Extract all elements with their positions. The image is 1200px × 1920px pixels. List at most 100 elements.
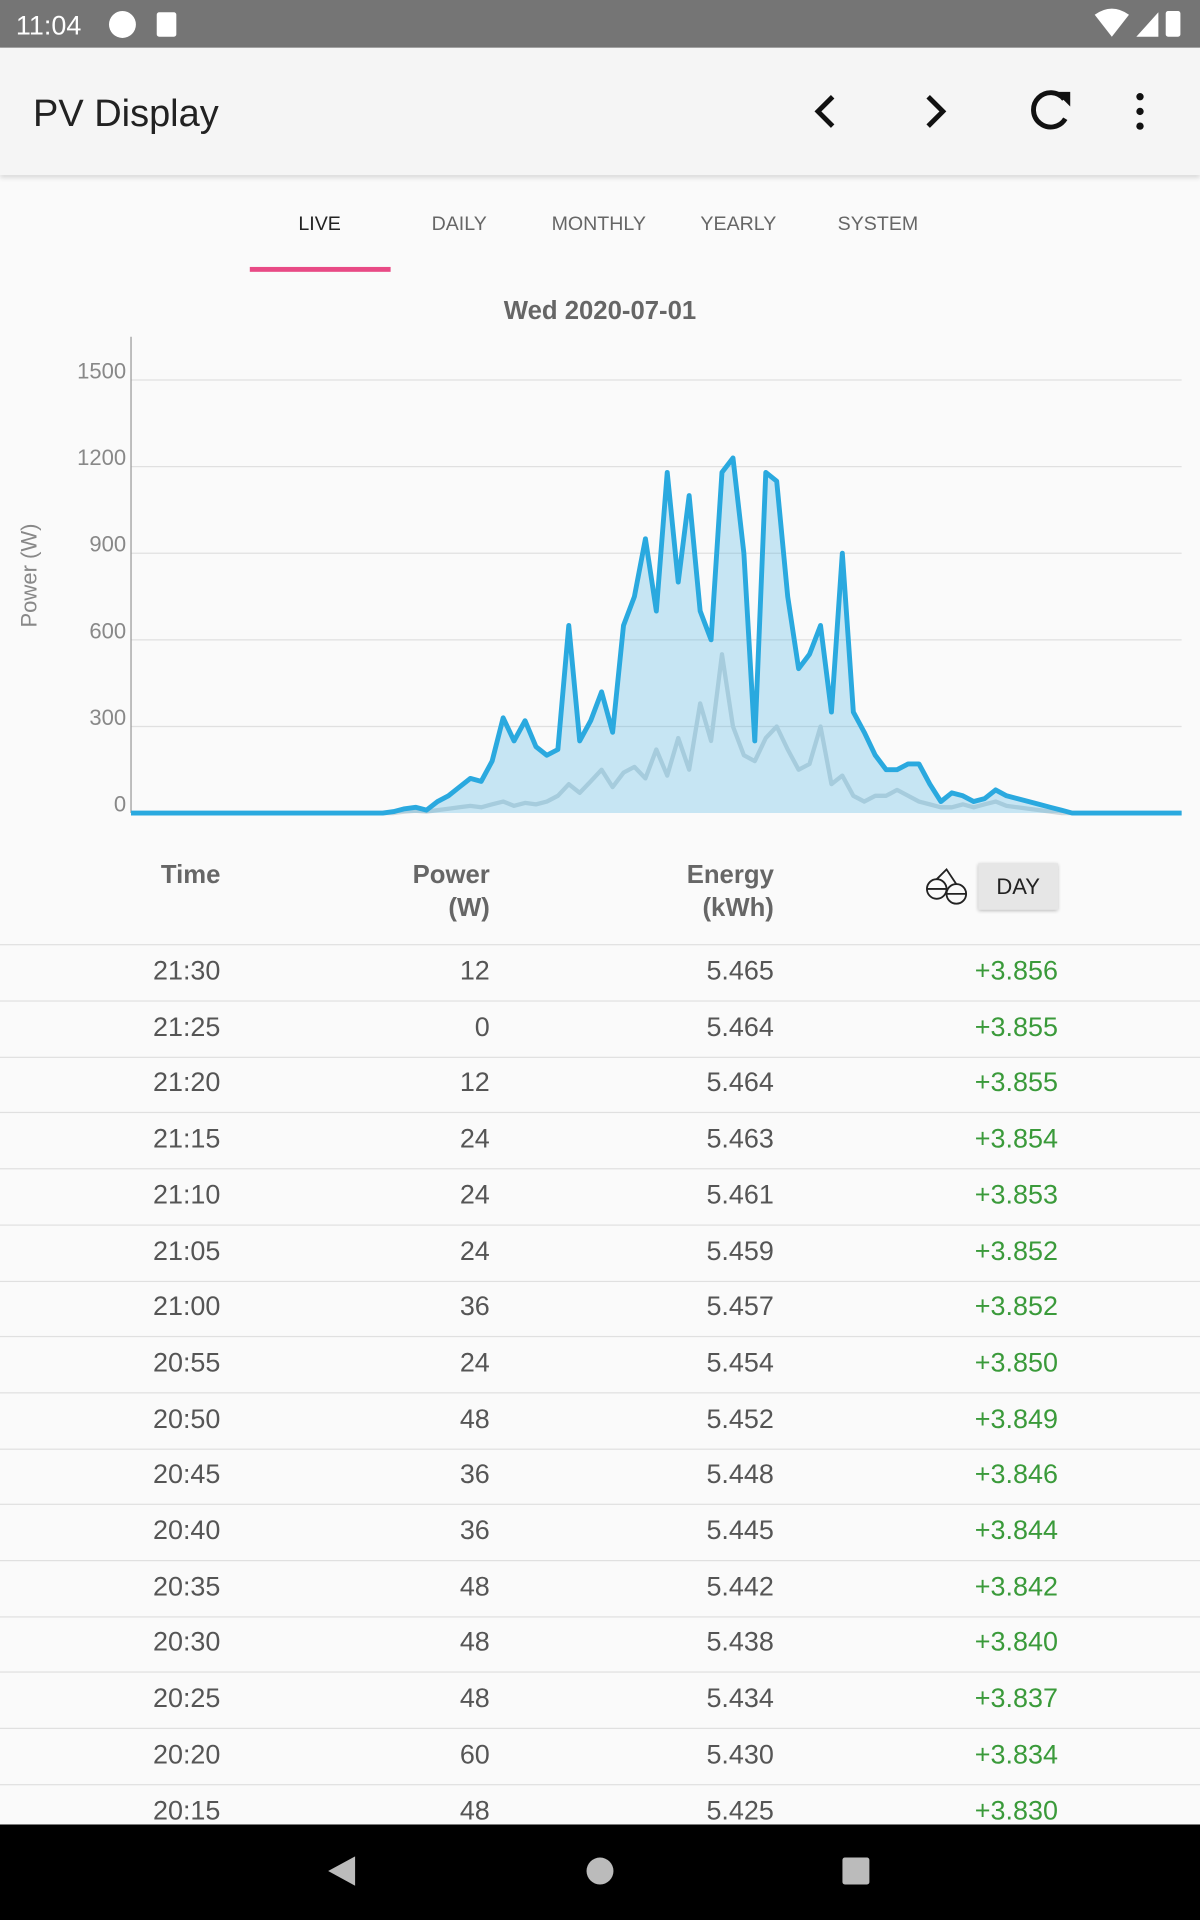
cell: +3.844: [974, 1514, 1058, 1546]
toolbar-icons: [814, 90, 1144, 130]
divider: [0, 1783, 1200, 1786]
cell: 60: [459, 1738, 490, 1770]
cell: +3.852: [974, 1290, 1058, 1322]
chart-title: Wed 2020-07-01: [504, 297, 696, 325]
cell: 5.430: [706, 1738, 774, 1770]
cell: 21:00: [152, 1290, 221, 1322]
cell: 21:25: [152, 1011, 221, 1042]
cell: 20:55: [152, 1346, 221, 1378]
cell: 24: [459, 1234, 490, 1266]
tab[interactable]: DAILY: [431, 214, 487, 236]
cell: +3.837: [974, 1682, 1058, 1714]
cell: 21:15: [152, 1122, 221, 1154]
divider: [0, 1280, 1200, 1282]
cell: 12: [459, 1067, 490, 1098]
cell: 20:20: [152, 1738, 221, 1770]
home[interactable]: [586, 1857, 614, 1885]
column-header: Power (W): [412, 860, 490, 923]
cell: 5.452: [706, 1402, 774, 1434]
divider: [0, 1000, 1200, 1002]
divider: [0, 1560, 1200, 1562]
y-tick-label: 300: [89, 705, 126, 730]
cell: 21:30: [152, 955, 221, 986]
tab[interactable]: SYSTEM: [837, 214, 919, 236]
divider: [0, 1168, 1200, 1170]
cell: +3.846: [974, 1458, 1058, 1490]
area: [131, 457, 1182, 814]
prev-button[interactable]: [814, 95, 835, 128]
cell: 48: [459, 1682, 490, 1714]
cell: 5.434: [706, 1682, 774, 1714]
cell: 48: [459, 1626, 490, 1658]
y-tick-label: 1200: [77, 445, 126, 470]
next-button[interactable]: [926, 95, 947, 128]
refresh-button[interactable]: [1031, 90, 1068, 130]
status-bar: 11:04: [0, 0, 1200, 48]
cell: +3.842: [974, 1570, 1058, 1602]
cell: 20:30: [152, 1626, 221, 1658]
cell: +3.830: [974, 1794, 1058, 1826]
cell: 5.448: [706, 1458, 774, 1490]
cell: 20:45: [152, 1458, 221, 1490]
cell: 24: [459, 1122, 490, 1154]
cell: 5.461: [706, 1178, 774, 1210]
cell: 20:15: [152, 1794, 221, 1826]
cell: 48: [459, 1794, 490, 1826]
cell: 48: [459, 1402, 490, 1434]
cell: 12: [459, 955, 490, 986]
compare-icon[interactable]: [924, 864, 973, 908]
cell: 5.445: [706, 1514, 774, 1546]
divider: [0, 1615, 1200, 1618]
divider: [0, 1448, 1200, 1450]
nav-icons: [328, 1856, 870, 1886]
cell: 5.442: [706, 1570, 774, 1602]
chart: Wed 2020-07-01 Power (W) 0 300 600 900 1200 1…: [16, 297, 1182, 817]
divider: [0, 1504, 1200, 1506]
tab[interactable]: MONTHLY: [551, 214, 646, 236]
divider: [0, 1392, 1200, 1394]
divider: [0, 1056, 1200, 1058]
cell: 20:25: [152, 1682, 221, 1714]
y-tick-label: 600: [89, 618, 126, 643]
back[interactable]: [328, 1856, 356, 1886]
cell: 24: [459, 1178, 490, 1210]
y-tick-label: 900: [89, 532, 126, 557]
cell: +3.854: [974, 1122, 1058, 1154]
cell: 36: [459, 1514, 490, 1546]
cell: +3.855: [974, 1011, 1058, 1042]
cell: 5.438: [706, 1626, 774, 1658]
cell: +3.852: [974, 1234, 1058, 1266]
cell: +3.853: [974, 1178, 1058, 1210]
divider: [0, 1224, 1200, 1226]
divider: [0, 1727, 1200, 1730]
divider: [0, 1112, 1200, 1114]
cell: +3.834: [974, 1738, 1058, 1770]
cell: 24: [459, 1346, 490, 1378]
cell: 0: [474, 1011, 490, 1042]
cell: +3.855: [974, 1067, 1058, 1098]
y-axis-label: Power (W): [16, 523, 41, 627]
tab[interactable]: YEARLY: [700, 214, 777, 236]
y-tick-label: 1500: [77, 359, 126, 384]
tab-indicator: [249, 266, 391, 272]
cell: 5.464: [706, 1011, 774, 1042]
cell: 5.457: [706, 1290, 774, 1322]
cell: 5.465: [706, 955, 774, 986]
cell: 5.463: [706, 1122, 774, 1154]
app-bar: PV Display: [0, 47, 1200, 176]
cell: 5.464: [706, 1067, 774, 1098]
cell: 36: [459, 1458, 490, 1490]
clock: 11:04: [15, 9, 82, 41]
cell: 5.454: [706, 1346, 774, 1378]
cell: 48: [459, 1570, 490, 1602]
cell: +3.856: [974, 955, 1058, 986]
recents[interactable]: [842, 1857, 870, 1885]
cell: 5.425: [706, 1794, 774, 1826]
cell: +3.850: [974, 1346, 1058, 1378]
day-button[interactable]: DAY: [978, 863, 1058, 910]
column-header: Time: [160, 860, 221, 889]
tab[interactable]: LIVE: [298, 214, 341, 236]
cell: 20:35: [152, 1570, 221, 1602]
